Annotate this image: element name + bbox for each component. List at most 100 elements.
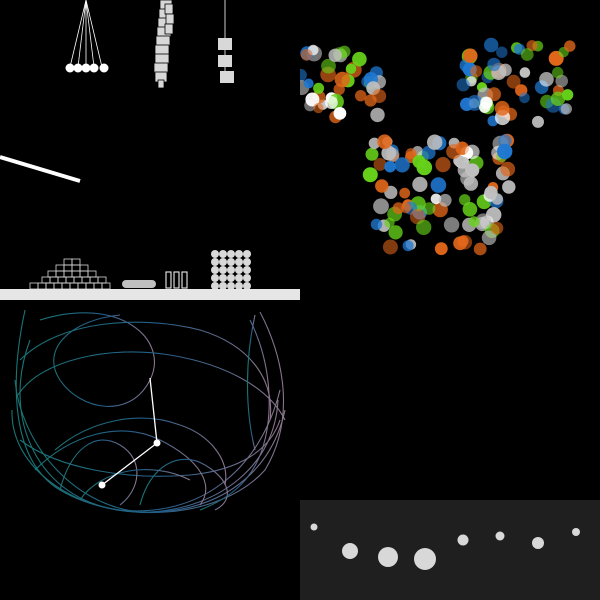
particle-group <box>300 37 576 256</box>
particle <box>430 193 442 205</box>
particle <box>434 242 448 256</box>
ground-platform <box>0 289 300 300</box>
circle-1[interactable] <box>310 523 318 531</box>
particle <box>500 161 516 177</box>
particle <box>385 147 400 162</box>
circle-6[interactable] <box>495 531 505 541</box>
particle <box>496 46 508 58</box>
physics-simulation-panel[interactable] <box>0 0 300 300</box>
particle <box>365 147 379 161</box>
pendulum-joint[interactable] <box>153 439 161 447</box>
particle <box>372 89 387 104</box>
particle <box>466 95 483 111</box>
box-pile <box>29 258 111 290</box>
circle-strip <box>300 500 600 600</box>
particle <box>443 217 460 233</box>
particle <box>303 78 314 89</box>
particle <box>352 51 367 67</box>
particle <box>394 157 410 173</box>
particle <box>487 87 501 102</box>
particle <box>305 92 320 107</box>
particle <box>416 219 432 235</box>
particle <box>324 96 338 109</box>
particle <box>300 48 313 61</box>
particle <box>368 137 381 149</box>
particle <box>313 82 325 94</box>
tilted-plank[interactable] <box>0 155 81 183</box>
pendulum-trace <box>11 309 286 514</box>
particle <box>462 202 478 217</box>
particle <box>463 48 478 63</box>
particle <box>399 187 411 199</box>
particle <box>561 89 574 101</box>
hanging-box-stack <box>218 0 234 83</box>
circle-3[interactable] <box>378 547 398 567</box>
particle <box>392 202 405 215</box>
particle <box>382 239 398 255</box>
particle <box>453 236 467 251</box>
particle <box>468 216 480 228</box>
particle <box>494 100 510 116</box>
circle-8[interactable] <box>572 528 580 536</box>
particle <box>321 58 336 74</box>
hanging-block-chain <box>153 0 175 89</box>
particle <box>402 240 414 252</box>
circle-4[interactable] <box>414 548 436 570</box>
particle <box>564 40 576 52</box>
pendulum-bob[interactable] <box>98 481 106 489</box>
particle <box>370 107 385 123</box>
particle <box>373 157 387 171</box>
particle-field-panel[interactable] <box>300 0 600 300</box>
particle <box>499 63 512 77</box>
particle <box>497 143 513 160</box>
particle <box>400 203 411 214</box>
particle <box>334 71 350 88</box>
circle-7[interactable] <box>532 537 544 549</box>
particle <box>300 68 307 82</box>
circle-strip-panel[interactable] <box>300 300 600 600</box>
particle <box>328 48 342 62</box>
pillars <box>165 271 188 289</box>
particle <box>457 162 473 178</box>
particle <box>526 40 538 52</box>
capsule-body <box>122 280 156 288</box>
ball-grid <box>211 250 251 290</box>
particle-field <box>300 37 576 256</box>
particle <box>520 48 534 61</box>
particle <box>560 103 572 115</box>
particle <box>456 78 470 92</box>
particle <box>375 179 389 193</box>
trace-lines <box>11 309 286 514</box>
particle <box>412 176 428 192</box>
newtons-cradle <box>69 0 103 68</box>
particle <box>552 66 564 79</box>
particle <box>373 198 389 215</box>
particle <box>345 63 357 74</box>
particle <box>412 155 426 169</box>
particle <box>388 225 403 240</box>
pendulum-arm[interactable] <box>98 377 161 489</box>
particle <box>435 157 451 173</box>
particle <box>519 67 531 78</box>
circle-5[interactable] <box>457 534 469 546</box>
particle <box>465 144 480 160</box>
circle-2[interactable] <box>342 543 358 559</box>
particle <box>384 160 396 173</box>
particle <box>487 57 501 72</box>
particle <box>481 230 497 246</box>
particle <box>377 134 392 149</box>
particle <box>333 107 347 120</box>
particle <box>519 92 530 104</box>
particle <box>362 167 378 183</box>
particle <box>506 74 521 89</box>
particle <box>502 180 516 194</box>
double-pendulum-panel[interactable] <box>0 300 300 600</box>
particle <box>473 242 487 256</box>
particle <box>532 115 544 128</box>
particle <box>480 96 493 110</box>
circle-row <box>310 523 580 570</box>
particle <box>490 221 504 235</box>
particle <box>498 134 512 148</box>
particle <box>475 213 492 230</box>
